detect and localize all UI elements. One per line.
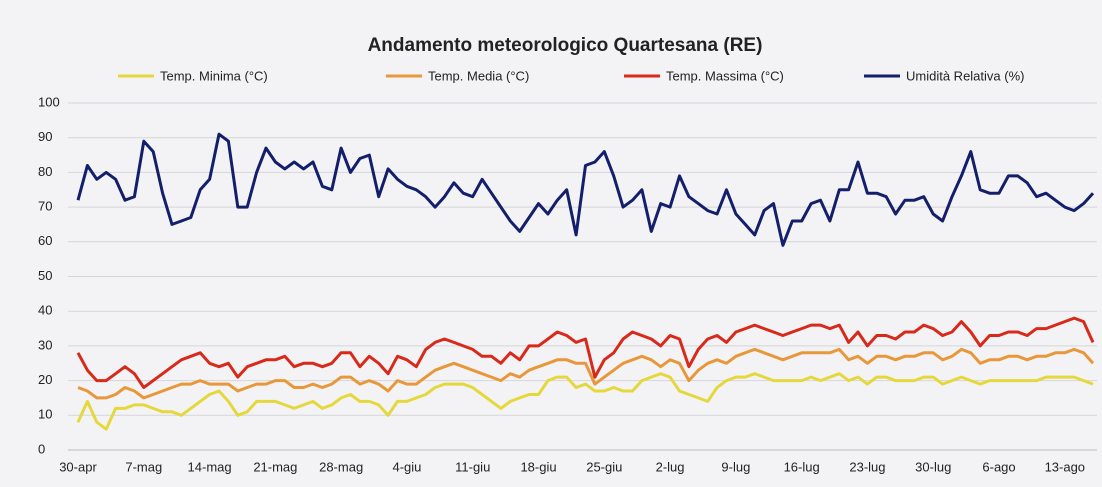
- x-tick-label: 30-apr: [59, 459, 97, 474]
- x-tick-label: 9-lug: [721, 459, 750, 474]
- legend-label: Temp. Minima (°C): [160, 68, 268, 83]
- y-tick-label: 0: [38, 441, 45, 456]
- x-tick-label: 30-lug: [915, 459, 951, 474]
- series-line: [76, 316, 1095, 389]
- legend-label: Temp. Massima (°C): [666, 68, 784, 83]
- x-tick-label: 11-giu: [455, 459, 490, 474]
- y-tick-label: 80: [38, 164, 52, 179]
- series-line: [77, 347, 1095, 400]
- x-tick-label: 21-mag: [253, 459, 297, 474]
- y-tick-label: 40: [38, 303, 52, 318]
- x-tick-label: 2-lug: [656, 459, 685, 474]
- y-tick-label: 20: [38, 372, 52, 387]
- y-tick-label: 50: [38, 268, 52, 283]
- series-line: [76, 372, 1094, 431]
- x-tick-label: 7-mag: [125, 459, 162, 474]
- y-tick-label: 100: [38, 94, 60, 109]
- x-tick-label: 6-ago: [982, 459, 1015, 474]
- x-tick-label: 25-giu: [586, 459, 622, 474]
- y-tick-label: 70: [38, 199, 52, 214]
- y-tick-label: 30: [38, 337, 52, 352]
- x-tick-label: 16-lug: [784, 459, 820, 474]
- series-line: [76, 132, 1095, 247]
- y-tick-label: 10: [38, 407, 52, 422]
- x-tick-label: 13-ago: [1045, 459, 1085, 474]
- chart-title: Andamento meteorologico Quartesana (RE): [368, 35, 763, 56]
- legend-label: Temp. Media (°C): [428, 68, 529, 83]
- x-tick-label: 18-giu: [520, 459, 556, 474]
- x-tick-label: 23-lug: [849, 459, 885, 474]
- y-tick-label: 60: [38, 233, 52, 248]
- legend-label: Umidità Relativa (%): [906, 68, 1024, 83]
- x-tick-label: 14-mag: [188, 459, 232, 474]
- x-tick-label: 28-mag: [319, 459, 363, 474]
- y-tick-label: 90: [38, 129, 52, 144]
- x-tick-label: 4-giu: [392, 459, 421, 474]
